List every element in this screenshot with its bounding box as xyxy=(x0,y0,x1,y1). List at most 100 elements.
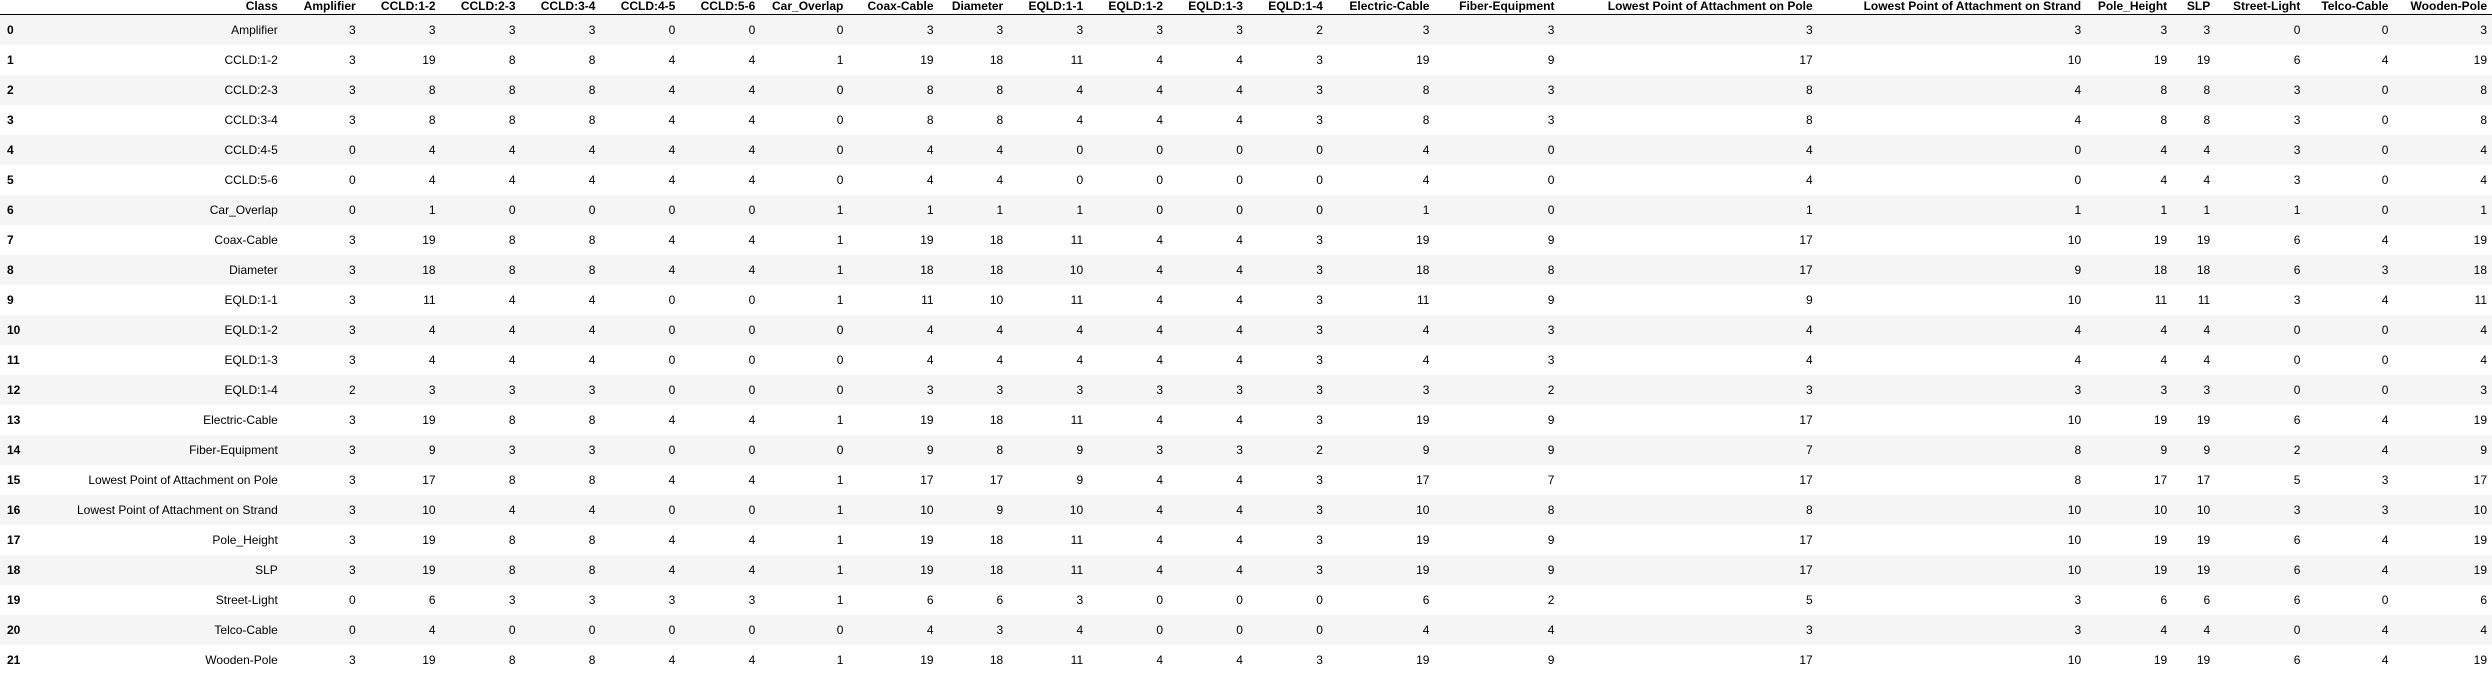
table-cell: 0 xyxy=(680,375,760,405)
table-cell: 18 xyxy=(361,255,441,285)
table-cell: 4 xyxy=(441,315,521,345)
table-cell: 9 xyxy=(361,435,441,465)
table-cell: 0 xyxy=(600,615,680,645)
table-cell: 0 xyxy=(1248,165,1328,195)
table-cell: 4 xyxy=(521,345,601,375)
table-cell: 0 xyxy=(760,75,848,105)
table-cell: 3 xyxy=(1008,15,1088,46)
table-cell: 4 xyxy=(1088,555,1168,585)
table-cell: 3 xyxy=(2393,15,2492,46)
table-cell: 1 xyxy=(760,405,848,435)
table-cell: 8 xyxy=(1559,495,1817,525)
table-cell: 4 xyxy=(1168,465,1248,495)
row-class-label: EQLD:1-1 xyxy=(31,285,283,315)
table-cell: 6 xyxy=(2215,405,2305,435)
table-cell: 0 xyxy=(600,285,680,315)
table-cell: 6 xyxy=(361,585,441,615)
column-header: Lowest Point of Attachment on Strand xyxy=(1818,0,2086,15)
row-index: 15 xyxy=(0,465,31,495)
table-cell: 9 xyxy=(1434,555,1559,585)
table-cell: 3 xyxy=(283,75,361,105)
table-cell: 9 xyxy=(1008,435,1088,465)
table-cell: 3 xyxy=(939,375,1009,405)
table-cell: 4 xyxy=(1168,495,1248,525)
table-cell: 8 xyxy=(521,105,601,135)
table-cell: 0 xyxy=(760,435,848,465)
row-index: 12 xyxy=(0,375,31,405)
row-index: 19 xyxy=(0,585,31,615)
table-cell: 9 xyxy=(1434,435,1559,465)
column-header: Fiber-Equipment xyxy=(1434,0,1559,15)
table-cell: 3 xyxy=(441,435,521,465)
column-header: Coax-Cable xyxy=(848,0,938,15)
table-cell: 3 xyxy=(1248,405,1328,435)
table-cell: 18 xyxy=(939,255,1009,285)
table-cell: 3 xyxy=(283,105,361,135)
table-cell: 3 xyxy=(1248,525,1328,555)
table-cell: 19 xyxy=(2393,555,2492,585)
table-cell: 3 xyxy=(441,585,521,615)
table-cell: 2 xyxy=(1248,435,1328,465)
table-cell: 11 xyxy=(361,285,441,315)
table-cell: 1 xyxy=(760,645,848,675)
table-cell: 17 xyxy=(939,465,1009,495)
table-cell: 8 xyxy=(848,75,938,105)
table-cell: 3 xyxy=(2172,375,2215,405)
table-cell: 8 xyxy=(441,555,521,585)
table-cell: 8 xyxy=(521,645,601,675)
table-cell: 3 xyxy=(1248,645,1328,675)
table-cell: 8 xyxy=(521,75,601,105)
table-cell: 9 xyxy=(1434,285,1559,315)
table-cell: 19 xyxy=(2172,405,2215,435)
table-cell: 8 xyxy=(441,255,521,285)
table-cell: 19 xyxy=(1328,645,1435,675)
row-class-label: SLP xyxy=(31,555,283,585)
table-cell: 0 xyxy=(680,495,760,525)
table-cell: 4 xyxy=(2305,45,2393,75)
table-cell: 3 xyxy=(1248,555,1328,585)
table-cell: 3 xyxy=(2393,375,2492,405)
table-cell: 8 xyxy=(848,105,938,135)
table-cell: 4 xyxy=(2305,285,2393,315)
row-class-label: Lowest Point of Attachment on Strand xyxy=(31,495,283,525)
row-index: 5 xyxy=(0,165,31,195)
row-index: 7 xyxy=(0,225,31,255)
row-index: 6 xyxy=(0,195,31,225)
table-cell: 4 xyxy=(361,615,441,645)
table-cell: 18 xyxy=(939,45,1009,75)
table-cell: 3 xyxy=(283,465,361,495)
table-cell: 3 xyxy=(2215,75,2305,105)
table-cell: 1 xyxy=(760,45,848,75)
table-cell: 4 xyxy=(2172,345,2215,375)
table-cell: 3 xyxy=(1248,105,1328,135)
table-cell: 1 xyxy=(1008,195,1088,225)
table-cell: 8 xyxy=(2172,75,2215,105)
table-cell: 0 xyxy=(760,345,848,375)
table-cell: 0 xyxy=(600,315,680,345)
row-index: 20 xyxy=(0,615,31,645)
table-cell: 4 xyxy=(1328,615,1435,645)
table-cell: 4 xyxy=(848,135,938,165)
table-cell: 4 xyxy=(848,615,938,645)
table-cell: 3 xyxy=(2215,165,2305,195)
table-cell: 0 xyxy=(1008,165,1088,195)
table-cell: 3 xyxy=(283,495,361,525)
table-cell: 1 xyxy=(760,195,848,225)
table-cell: 8 xyxy=(361,75,441,105)
row-class-label: Diameter xyxy=(31,255,283,285)
table-cell: 4 xyxy=(1168,225,1248,255)
table-cell: 4 xyxy=(1088,225,1168,255)
table-cell: 1 xyxy=(760,525,848,555)
table-cell: 19 xyxy=(848,645,938,675)
row-index: 8 xyxy=(0,255,31,285)
table-cell: 10 xyxy=(1328,495,1435,525)
table-cell: 8 xyxy=(1328,105,1435,135)
table-cell: 3 xyxy=(521,375,601,405)
column-header: Diameter xyxy=(939,0,1009,15)
table-cell: 17 xyxy=(1559,405,1817,435)
table-cell: 4 xyxy=(1168,555,1248,585)
table-cell: 3 xyxy=(600,585,680,615)
table-cell: 19 xyxy=(361,225,441,255)
